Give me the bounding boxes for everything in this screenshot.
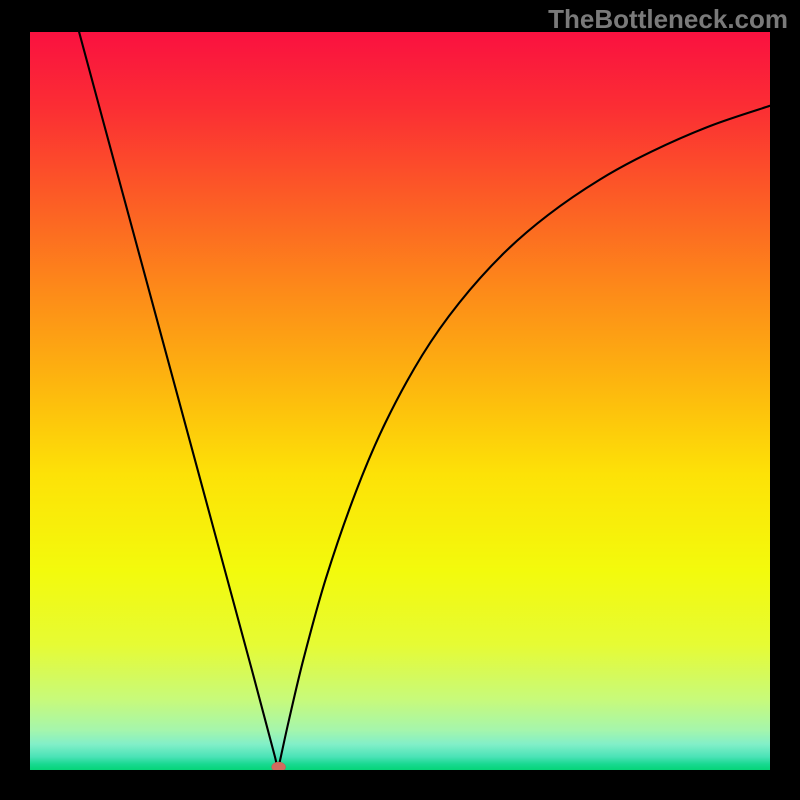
- vertex-marker: [272, 762, 286, 770]
- watermark-text: TheBottleneck.com: [548, 4, 788, 35]
- gradient-background: [30, 32, 770, 770]
- plot-svg: [30, 32, 770, 770]
- chart-frame: TheBottleneck.com: [0, 0, 800, 800]
- plot-area: [30, 32, 770, 770]
